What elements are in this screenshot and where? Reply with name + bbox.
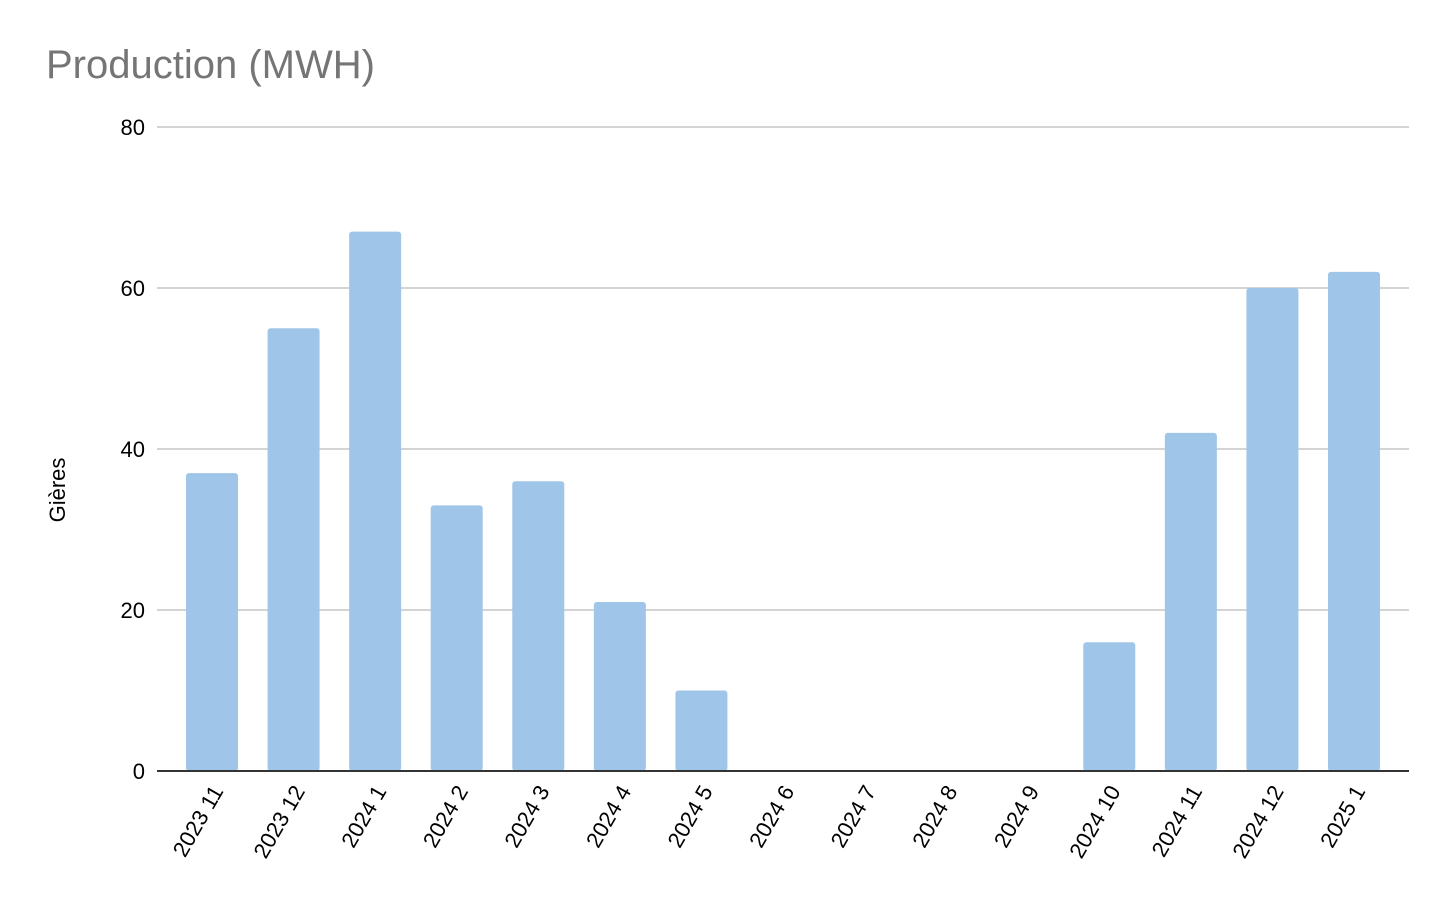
gridlines xyxy=(157,126,1409,611)
x-tick-label: 2024 9 xyxy=(989,781,1044,852)
bar-2024-1 xyxy=(349,231,402,771)
x-tick-label: 2024 1 xyxy=(336,781,391,852)
y-axis-ticks: 0 20 40 60 80 xyxy=(121,115,145,784)
bar-2024-10 xyxy=(1083,642,1136,771)
x-tick-label: 2024 3 xyxy=(499,781,554,852)
y-axis-label: Gières xyxy=(45,458,70,523)
y-tick-label: 40 xyxy=(121,437,145,462)
y-tick-label: 20 xyxy=(121,598,145,623)
x-tick-label: 2024 10 xyxy=(1064,781,1125,862)
bar-2024-3 xyxy=(512,481,565,771)
x-tick-label: 2024 2 xyxy=(418,781,473,852)
y-tick-label: 0 xyxy=(133,759,145,784)
bar-2024-2 xyxy=(430,505,483,771)
x-tick-label: 2024 7 xyxy=(826,781,881,852)
x-tick-label: 2024 11 xyxy=(1147,781,1208,861)
bar-2023-11 xyxy=(186,473,238,771)
bar-2024-5 xyxy=(675,690,728,771)
x-tick-label: 2024 8 xyxy=(907,781,962,852)
x-tick-label: 2025 1 xyxy=(1315,781,1370,852)
x-tick-label: 2024 6 xyxy=(744,781,799,852)
y-tick-label: 60 xyxy=(121,276,145,301)
bars xyxy=(186,231,1380,771)
x-tick-label: 2023 11 xyxy=(168,781,229,861)
x-tick-label: 2023 12 xyxy=(248,781,309,862)
x-axis-ticks: 2023 11 2023 12 2024 1 2024 2 2024 3 2024 4 20… xyxy=(168,781,1371,862)
bar-2024-4 xyxy=(593,601,646,771)
chart-title: Production (MWH) xyxy=(46,43,375,87)
x-tick-label: 2024 4 xyxy=(581,781,636,852)
x-tick-label: 2024 5 xyxy=(662,781,717,852)
bar-2023-12 xyxy=(267,328,320,771)
bar-2024-12 xyxy=(1246,288,1299,771)
bar-2024-11 xyxy=(1164,432,1217,771)
x-tick-label: 2024 12 xyxy=(1227,781,1288,862)
bar-2025-1 xyxy=(1328,271,1380,771)
y-tick-label: 80 xyxy=(121,115,145,140)
